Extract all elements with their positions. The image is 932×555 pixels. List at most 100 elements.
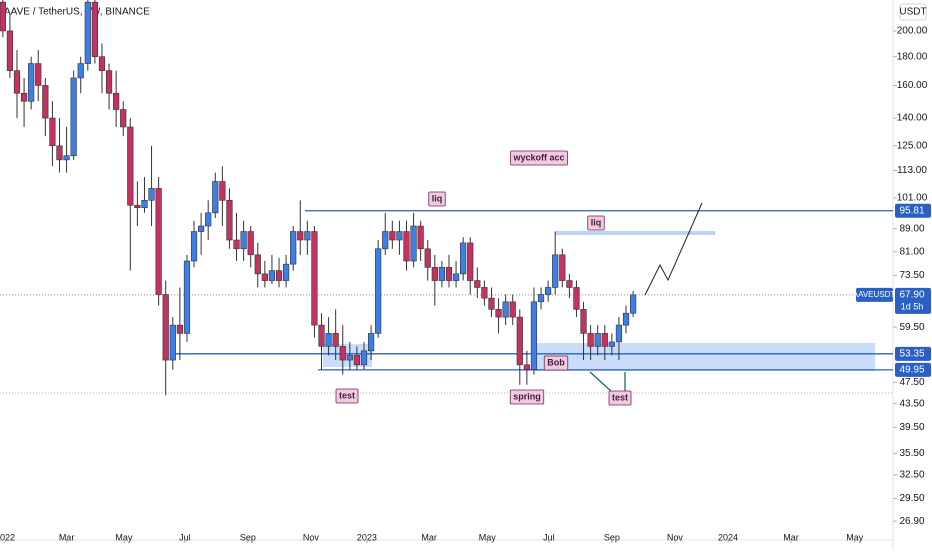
candle-body xyxy=(587,333,594,347)
x-tick-label: Mar xyxy=(421,532,437,542)
candle-body xyxy=(516,316,523,366)
candle-body xyxy=(339,346,346,361)
candle-body xyxy=(261,273,268,281)
candle-body xyxy=(502,301,509,318)
candle-body xyxy=(467,242,474,281)
candle-body xyxy=(176,324,183,334)
candle-body xyxy=(382,231,389,250)
annotation: wyckoff acc xyxy=(512,152,564,162)
x-tick-label: Sep xyxy=(240,532,256,542)
candle-body xyxy=(452,273,460,281)
y-tick-label: 140.00 xyxy=(897,113,928,124)
candle-body xyxy=(127,126,134,206)
annotation: liq xyxy=(432,193,443,203)
candle-body xyxy=(396,231,403,241)
x-tick-label: Mar xyxy=(783,532,799,542)
symbol-tag xyxy=(856,287,893,302)
candle-body xyxy=(346,355,353,361)
candle-body xyxy=(410,225,417,262)
level-tag xyxy=(895,346,931,361)
x-tick-label: May xyxy=(846,532,864,542)
candle-body xyxy=(84,1,91,64)
candle-body xyxy=(148,188,155,201)
level-label: 95.81 xyxy=(899,205,924,216)
annotation: liq xyxy=(591,217,602,227)
candle-body xyxy=(268,270,276,281)
candle-body xyxy=(20,92,28,102)
candle-body xyxy=(438,267,445,281)
currency-box[interactable] xyxy=(899,3,927,21)
x-tick-label: 2023 xyxy=(357,532,377,542)
annotation: test xyxy=(339,390,355,400)
candle-body xyxy=(198,225,205,232)
candle-body xyxy=(424,248,431,268)
candle-body xyxy=(77,63,84,79)
level-tag xyxy=(895,362,931,377)
candle-body xyxy=(431,267,438,281)
candle-body xyxy=(360,350,368,366)
level-label: 53.35 xyxy=(899,348,924,359)
candle-body xyxy=(481,287,488,299)
y-tick-label: 43.50 xyxy=(899,398,924,409)
x-tick-label: Mar xyxy=(59,532,75,542)
candle-body xyxy=(70,77,77,157)
candle-body xyxy=(162,294,169,361)
candle-body xyxy=(233,239,240,250)
candle-body xyxy=(367,333,375,352)
last-price-tag xyxy=(895,287,931,314)
y-tick-label: 180.00 xyxy=(897,51,928,62)
candle-body xyxy=(226,200,233,241)
candle-body xyxy=(28,63,35,102)
annotation-box xyxy=(510,150,568,166)
candle-body xyxy=(35,63,42,86)
candle-body xyxy=(594,333,601,347)
candle-body xyxy=(460,242,467,275)
candle-body xyxy=(622,312,630,326)
candle-body xyxy=(219,181,226,201)
x-tick-label: May xyxy=(115,532,133,542)
candle-body xyxy=(495,309,502,318)
candle-body xyxy=(254,254,261,275)
annotation-box xyxy=(587,215,605,231)
candle-body xyxy=(488,297,495,310)
candle-body xyxy=(559,254,566,281)
annotation-box xyxy=(335,388,359,404)
y-tick-label: 101.00 xyxy=(897,193,928,204)
y-tick-label: 59.50 xyxy=(899,322,924,333)
annotation-box xyxy=(509,389,545,405)
x-tick-label: 2022 xyxy=(0,532,15,542)
candle-body xyxy=(290,231,297,265)
candle-body xyxy=(98,56,106,71)
candle-body xyxy=(353,355,361,366)
candle-body xyxy=(282,263,290,281)
candle-body xyxy=(205,212,212,227)
candle-body xyxy=(566,280,573,288)
y-tick-label: 89.00 xyxy=(899,223,924,234)
x-tick-label: Nov xyxy=(667,532,684,542)
last-price-label: 67.90 xyxy=(899,290,924,301)
y-tick-label: 47.50 xyxy=(899,377,924,388)
y-tick-label: 26.90 xyxy=(899,516,924,527)
candle-body xyxy=(183,260,191,334)
candle-body xyxy=(6,30,14,71)
candle-body xyxy=(134,204,141,209)
x-tick-label: May xyxy=(479,532,497,542)
y-tick-label: 39.50 xyxy=(899,422,924,433)
candle-body xyxy=(120,109,127,128)
currency-label: USDT xyxy=(899,7,926,18)
candle-body xyxy=(311,231,318,326)
candle-body xyxy=(573,287,580,310)
candle-body xyxy=(63,155,70,161)
candle-body xyxy=(375,248,382,334)
x-tick-label: Nov xyxy=(303,532,320,542)
annotation: spring xyxy=(513,391,541,401)
y-tick-label: 125.00 xyxy=(897,140,928,151)
pointer-line xyxy=(589,371,613,393)
candle-body xyxy=(332,333,339,347)
candle-body xyxy=(155,188,162,295)
x-tick-label: Jul xyxy=(179,532,191,542)
candle-body xyxy=(91,1,98,57)
candle-body xyxy=(275,270,283,281)
